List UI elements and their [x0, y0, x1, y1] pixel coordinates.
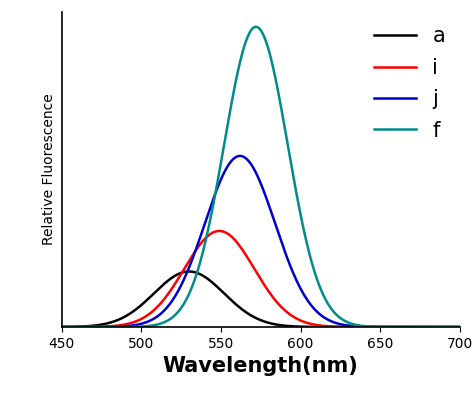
f [233, 78, 239, 82]
a [214, 284, 219, 289]
a [43, 325, 48, 329]
a [94, 323, 100, 328]
i [432, 325, 438, 329]
i [216, 229, 222, 233]
i [43, 325, 48, 329]
Line: j: j [46, 156, 474, 327]
j [120, 324, 126, 329]
j [94, 325, 100, 329]
i [120, 322, 126, 327]
j [214, 188, 219, 192]
f [253, 24, 259, 29]
Y-axis label: Relative Fluorescence: Relative Fluorescence [42, 93, 56, 245]
X-axis label: Wavelength(nm): Wavelength(nm) [163, 356, 358, 376]
a [233, 302, 239, 307]
i [94, 324, 100, 329]
Line: i: i [46, 231, 474, 327]
f [94, 325, 100, 329]
f [43, 325, 48, 329]
f [432, 325, 438, 329]
i [214, 229, 219, 234]
f [120, 325, 126, 329]
Legend: a, i, j, f: a, i, j, f [366, 18, 454, 149]
a [120, 315, 126, 320]
i [233, 239, 239, 244]
a [432, 325, 438, 329]
Line: a: a [46, 271, 474, 327]
f [214, 184, 219, 189]
j [43, 325, 48, 329]
a [186, 269, 192, 274]
Line: f: f [46, 27, 474, 327]
j [432, 325, 438, 329]
j [237, 154, 243, 158]
j [233, 154, 239, 159]
